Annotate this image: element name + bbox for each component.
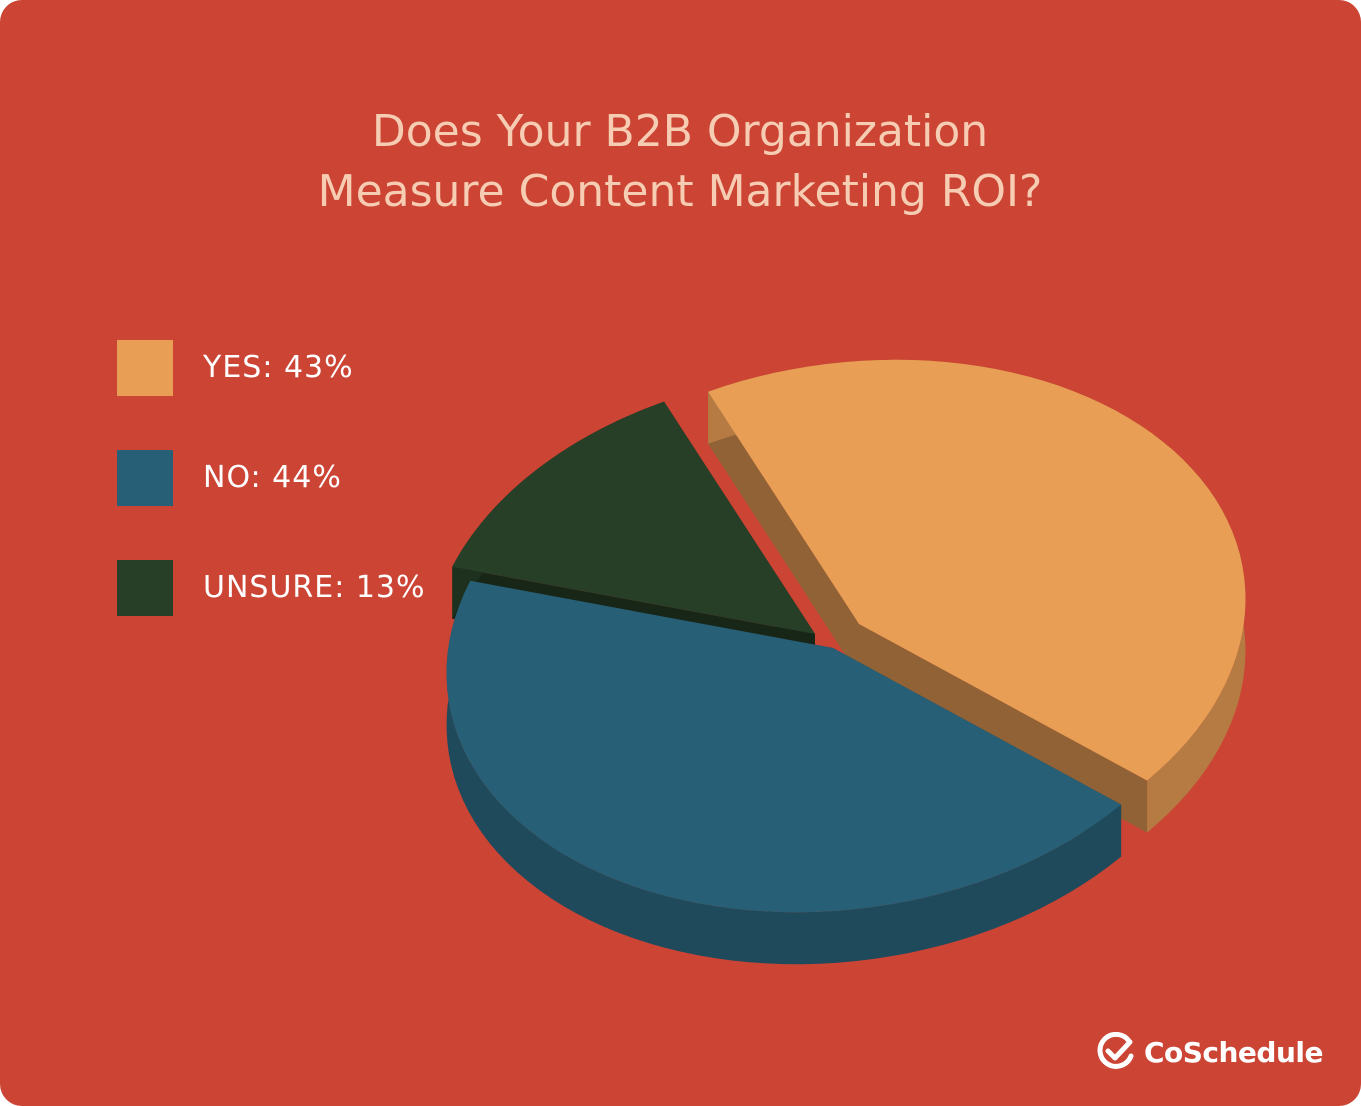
legend-swatch-unsure	[117, 560, 173, 616]
brand-name: CoSchedule	[1143, 1035, 1324, 1069]
pie-slice-yes	[708, 359, 1246, 781]
pie-slice-no	[446, 580, 1122, 913]
pie-slice-unsure	[452, 401, 815, 634]
legend-item-yes: YES: 43%	[117, 340, 537, 396]
legend-swatch-yes	[117, 340, 173, 396]
legend-label-yes: YES: 43%	[203, 350, 354, 385]
brand-logo: CoSchedule	[1096, 1030, 1324, 1074]
pie-wall-yes-0	[708, 391, 859, 676]
chart-title-line-2: Measure Content Marketing ROI?	[317, 166, 1043, 217]
legend-label-unsure: UNSURE: 13%	[203, 570, 426, 605]
legend-swatch-no	[117, 450, 173, 506]
legend-item-unsure: UNSURE: 13%	[117, 560, 537, 616]
legend-label-no: NO: 44%	[203, 460, 342, 495]
chart-title-line-1: Does Your B2B Organization	[371, 106, 989, 157]
legend-item-no: NO: 44%	[117, 450, 537, 506]
chart-title: Does Your B2B Organization Measure Conte…	[180, 102, 1180, 222]
pie-tops	[446, 359, 1246, 913]
check-circle-icon	[1097, 1032, 1134, 1069]
